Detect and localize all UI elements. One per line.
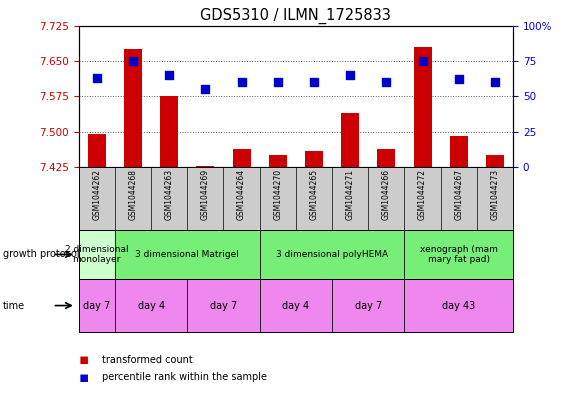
Bar — [79, 230, 115, 279]
Text: GSM1044271: GSM1044271 — [346, 169, 354, 220]
Text: ▪: ▪ — [79, 352, 89, 367]
Text: 3 dimensional Matrigel: 3 dimensional Matrigel — [135, 250, 239, 259]
Text: ▪: ▪ — [79, 370, 89, 385]
Point — [382, 79, 391, 85]
Title: GDS5310 / ILMN_1725833: GDS5310 / ILMN_1725833 — [201, 8, 391, 24]
Point — [418, 58, 427, 64]
Text: xenograph (mam
mary fat pad): xenograph (mam mary fat pad) — [420, 245, 498, 264]
Bar — [187, 279, 259, 332]
Bar — [405, 230, 513, 279]
Text: GSM1044273: GSM1044273 — [490, 169, 500, 220]
Text: day 4: day 4 — [282, 301, 310, 310]
Text: GSM1044269: GSM1044269 — [201, 169, 210, 220]
Text: day 4: day 4 — [138, 301, 164, 310]
Point — [128, 58, 138, 64]
Point — [164, 72, 174, 78]
Text: growth protocol: growth protocol — [3, 250, 79, 259]
Text: GSM1044266: GSM1044266 — [382, 169, 391, 220]
Text: GSM1044267: GSM1044267 — [454, 169, 463, 220]
Point — [273, 79, 282, 85]
Bar — [405, 279, 513, 332]
Bar — [413, 47, 431, 167]
Text: GSM1044263: GSM1044263 — [164, 169, 174, 220]
Point — [237, 79, 246, 85]
Bar — [269, 155, 287, 167]
Text: GSM1044268: GSM1044268 — [128, 169, 138, 220]
Text: transformed count: transformed count — [102, 354, 193, 365]
Text: GSM1044272: GSM1044272 — [418, 169, 427, 220]
Text: GSM1044265: GSM1044265 — [310, 169, 318, 220]
Bar — [115, 230, 259, 279]
Point — [310, 79, 319, 85]
Text: day 43: day 43 — [442, 301, 475, 310]
Text: 3 dimensional polyHEMA: 3 dimensional polyHEMA — [276, 250, 388, 259]
Bar — [341, 113, 359, 167]
Bar — [233, 149, 251, 167]
Point — [490, 79, 500, 85]
Bar — [88, 134, 106, 167]
Bar — [377, 149, 395, 167]
Text: 2 dimensional
monolayer: 2 dimensional monolayer — [65, 245, 129, 264]
Bar — [124, 49, 142, 167]
Text: GSM1044264: GSM1044264 — [237, 169, 246, 220]
Point — [201, 86, 210, 92]
Text: day 7: day 7 — [83, 301, 110, 310]
Text: day 7: day 7 — [210, 301, 237, 310]
Bar — [196, 166, 215, 167]
Text: day 7: day 7 — [354, 301, 382, 310]
Point — [92, 75, 101, 81]
Bar — [486, 155, 504, 167]
Point — [454, 76, 463, 83]
Point — [346, 72, 355, 78]
Text: GSM1044270: GSM1044270 — [273, 169, 282, 220]
Text: percentile rank within the sample: percentile rank within the sample — [102, 372, 267, 382]
Text: GSM1044262: GSM1044262 — [92, 169, 101, 220]
Bar — [115, 279, 187, 332]
Text: time: time — [3, 301, 25, 310]
Bar — [332, 279, 405, 332]
Bar — [259, 279, 332, 332]
Bar — [259, 230, 405, 279]
Bar — [79, 279, 115, 332]
Bar — [449, 136, 468, 167]
Bar — [160, 96, 178, 167]
Bar — [305, 151, 323, 167]
